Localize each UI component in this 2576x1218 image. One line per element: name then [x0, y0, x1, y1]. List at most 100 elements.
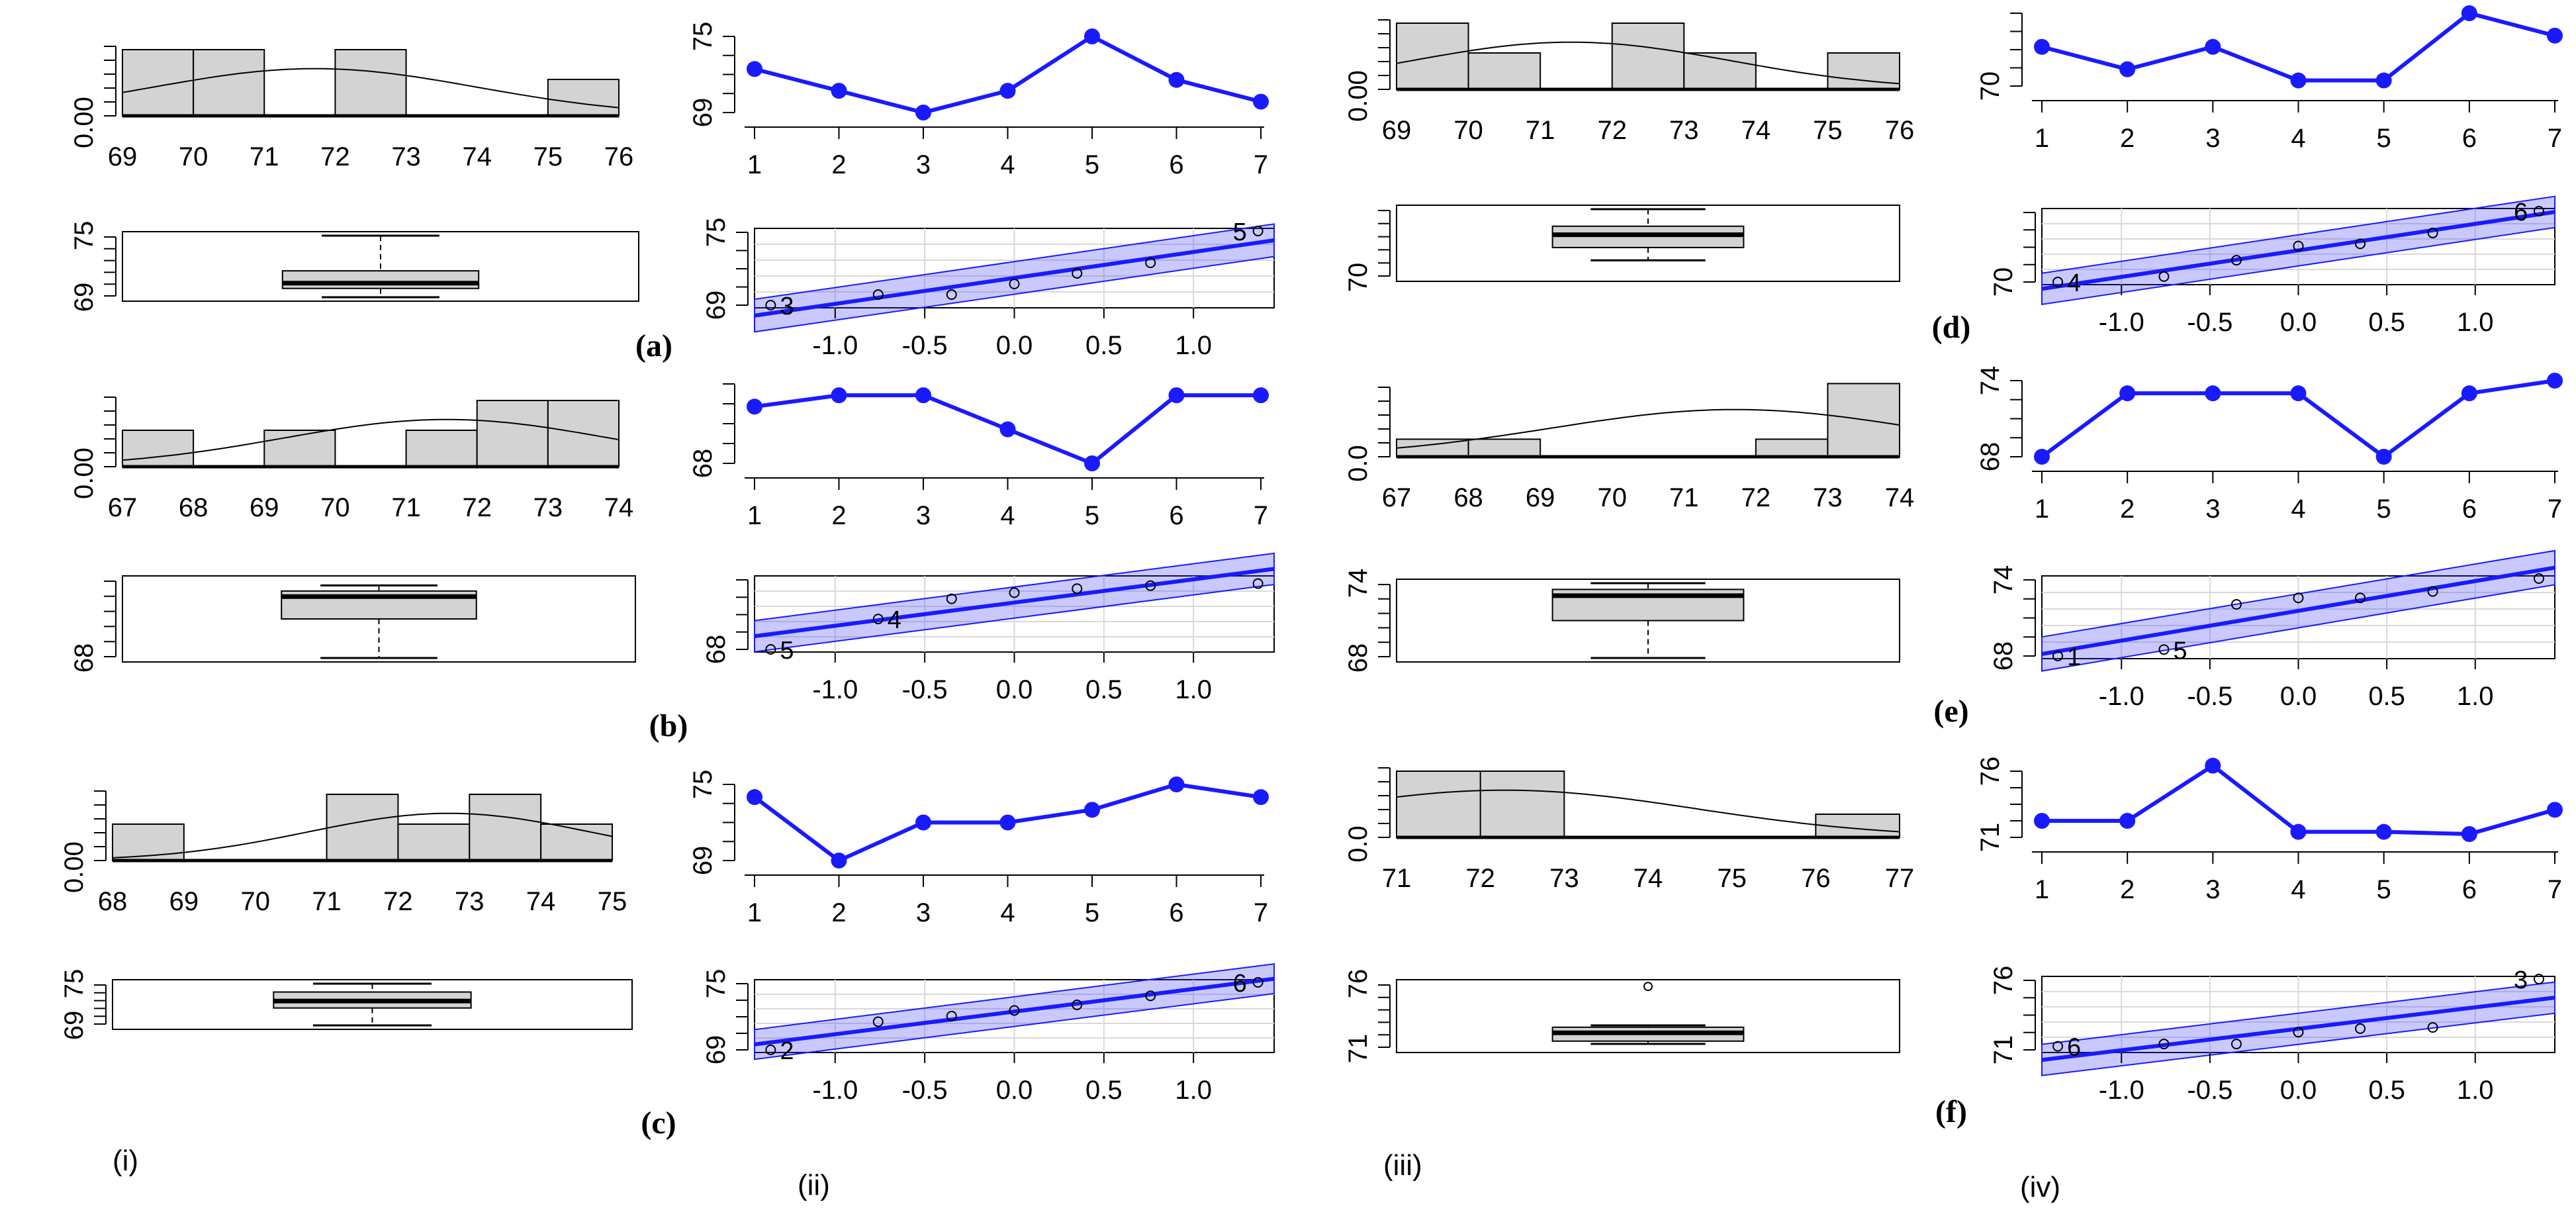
panel-f: 0.0 71 72 73 74 75 76 77 71 76 1 2 3 4 5 6 7 71 76 6 3 71 76 -1… — [1344, 757, 2563, 1129]
series-point — [2461, 385, 2477, 402]
series-point — [2205, 757, 2221, 774]
qq-x-tick-label: -1.0 — [2099, 308, 2144, 337]
histogram-bar — [112, 823, 185, 861]
qq-point — [2533, 206, 2544, 216]
qq-x-tick-label: 0.0 — [996, 331, 1033, 360]
series-y-tick-label: 76 — [1976, 757, 2005, 786]
qq-point-label: 3 — [2514, 966, 2528, 994]
histogram-x-tick-label: 75 — [533, 142, 563, 171]
histogram-x-tick-label: 73 — [391, 142, 421, 171]
histogram-x-tick-label: 73 — [1669, 116, 1699, 145]
density-curve — [1396, 408, 1900, 449]
qq-reference-line — [754, 976, 1275, 1047]
series-plot: 1 2 3 4 5 6 7 68 — [688, 383, 1269, 530]
histogram-x-tick-label: 71 — [1669, 483, 1699, 512]
series-point — [999, 83, 1016, 99]
boxplot-outlier — [1643, 982, 1653, 992]
qq-y-tick-label: 71 — [1989, 1035, 2018, 1065]
qq-point-label: 5 — [780, 637, 794, 665]
series-x-tick-label: 1 — [747, 501, 762, 530]
histogram-bar — [476, 400, 549, 467]
series-x-tick-label: 7 — [2548, 494, 2562, 524]
histogram-x-tick-label: 74 — [1633, 864, 1663, 893]
histogram-x-tick-label: 72 — [462, 493, 492, 522]
qq-point — [1072, 1000, 1083, 1010]
qq-point — [2355, 592, 2366, 604]
series-point — [2119, 813, 2136, 829]
histogram-x-tick-label: 71 — [391, 493, 421, 522]
qq-point — [2355, 238, 2366, 250]
histogram-x-tick-label: 76 — [1885, 116, 1915, 145]
qq-y-tick-label: 75 — [702, 218, 731, 248]
qq-point-label: 4 — [888, 606, 901, 634]
qq-point — [872, 1016, 884, 1027]
column-label-iv: (iv) — [2020, 1171, 2060, 1203]
panel-label-e: (e) — [1933, 694, 1968, 729]
histogram-x-tick-label: 70 — [1597, 483, 1627, 512]
qq-reference-line — [754, 238, 1275, 318]
histogram-x-tick-label: 74 — [462, 142, 492, 171]
series-point — [2375, 72, 2392, 89]
qq-point — [2231, 1039, 2242, 1050]
histogram-bar — [469, 794, 542, 861]
qq-x-tick-label: 0.0 — [996, 1076, 1033, 1105]
histogram-bar — [122, 49, 195, 117]
qq-point-label: 3 — [780, 293, 794, 320]
qq-y-tick-label: 70 — [1989, 267, 2018, 297]
series-x-tick-label: 6 — [2462, 875, 2477, 904]
histogram-bar — [397, 823, 471, 861]
series-x-tick-label: 3 — [2205, 875, 2220, 904]
qq-x-tick-label: -1.0 — [2099, 682, 2144, 711]
histogram-y-tick-label: 0.0 — [1344, 825, 1373, 863]
series-point — [2547, 802, 2563, 818]
boxplot-frame — [1396, 579, 1900, 663]
histogram-bar — [1467, 52, 1541, 90]
series-plot: 1 2 3 4 5 6 7 68 74 — [1976, 366, 2563, 524]
histogram-bar — [1611, 23, 1685, 90]
histogram-x-tick-label: 69 — [1526, 483, 1555, 512]
panel-a: 0.00 69 70 71 72 73 74 75 76 69 75 1 2 3 4 5 6 7 69 75 3 5 69 7… — [69, 22, 1275, 363]
qq-point — [946, 1011, 957, 1021]
qq-x-tick-label: 0.0 — [2280, 308, 2317, 337]
histogram-x-tick-label: 71 — [312, 887, 342, 916]
qq-x-tick-label: -1.0 — [2099, 1076, 2144, 1105]
qq-point-label: 1 — [2067, 643, 2081, 671]
series-y-tick-label: 69 — [688, 846, 717, 876]
qq-point-label: 4 — [2067, 269, 2081, 297]
histogram-x-tick-label: 74 — [1741, 116, 1771, 145]
panel-label-f: (f) — [1935, 1094, 1967, 1129]
density-curve — [112, 812, 613, 859]
series-plot: 1 2 3 4 5 6 7 69 75 — [688, 22, 1269, 179]
column-label-iii: (iii) — [1383, 1149, 1422, 1182]
histogram-x-tick-label: 71 — [1382, 864, 1412, 893]
panel-label-b: (b) — [649, 708, 688, 743]
histogram-x-tick-label: 69 — [169, 887, 199, 916]
qq-point — [946, 289, 957, 300]
qq-point — [1252, 226, 1264, 236]
qq-point — [765, 1045, 776, 1055]
qq-x-tick-label: 0.0 — [996, 675, 1033, 704]
qq-plot: 3 5 69 75 -1.0 -0.5 0.0 0.5 1.0 — [702, 218, 1275, 360]
series-x-tick-label: 4 — [1000, 150, 1015, 179]
series-point — [747, 61, 762, 77]
histogram-x-tick-label: 74 — [604, 493, 634, 522]
qq-point-label: 5 — [1233, 218, 1247, 246]
qq-y-tick-label: 76 — [1989, 966, 2018, 996]
qq-point — [1145, 990, 1156, 1002]
series-y-tick-label: 71 — [1976, 823, 2005, 853]
qq-y-tick-label: 74 — [1989, 565, 2018, 595]
series-plot: 1 2 3 4 5 6 7 69 75 — [688, 770, 1269, 927]
series-point — [1084, 28, 1100, 44]
boxplot-frame — [122, 575, 636, 663]
histogram-x-tick-label: 68 — [98, 887, 128, 916]
series-point — [2547, 27, 2563, 44]
series-point — [2375, 823, 2392, 840]
density-curve — [1396, 41, 1900, 85]
series-y-tick-label: 68 — [688, 449, 717, 479]
series-y-tick-label: 69 — [688, 98, 717, 128]
histogram-x-tick-label: 72 — [383, 887, 413, 916]
panel-label-a: (a) — [635, 328, 672, 363]
